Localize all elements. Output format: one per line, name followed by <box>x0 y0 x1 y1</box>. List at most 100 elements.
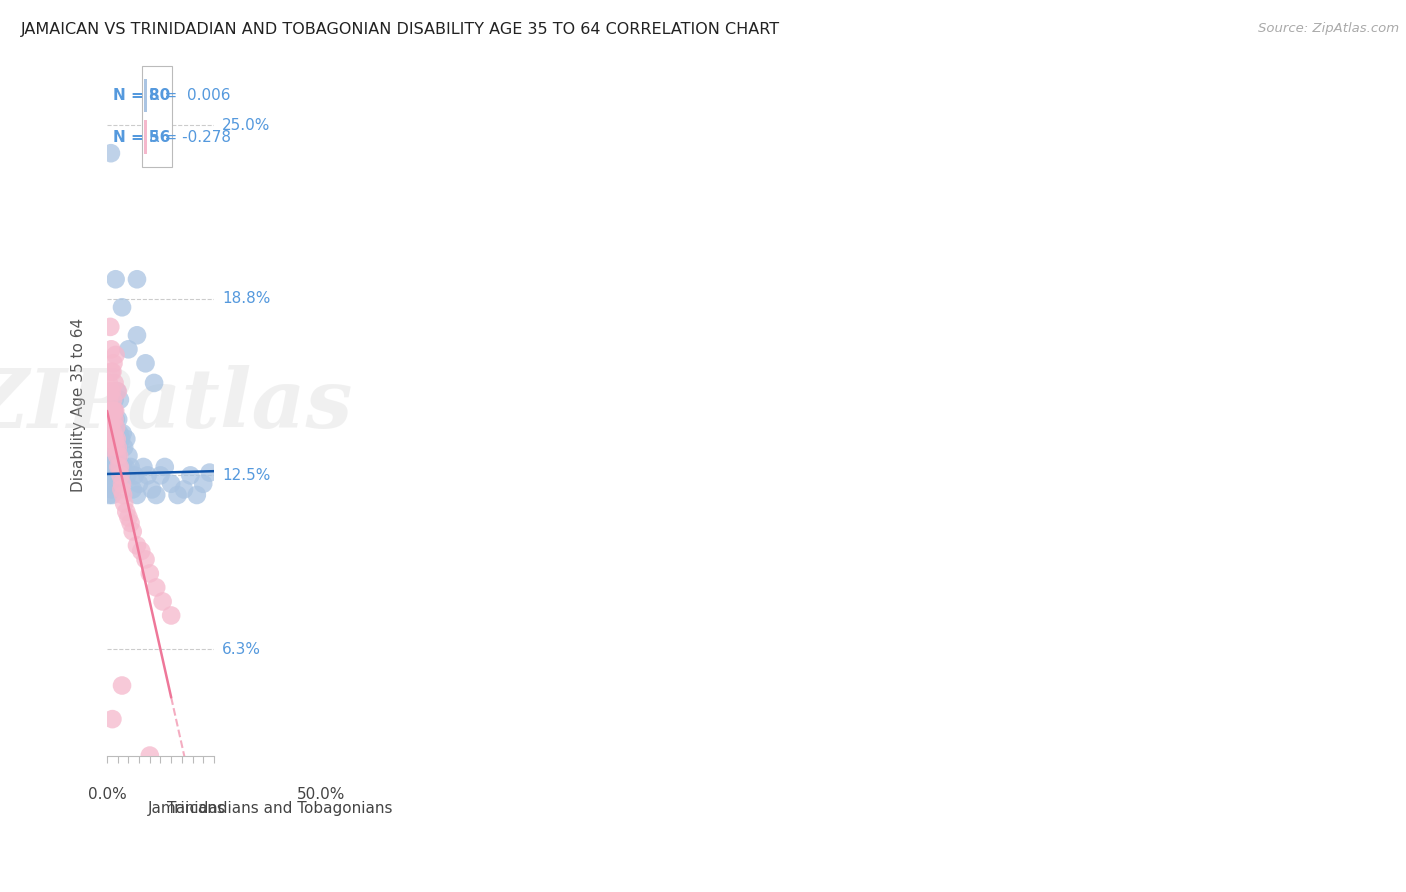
Point <box>103 376 125 390</box>
Point <box>104 460 127 475</box>
Text: R = -0.278: R = -0.278 <box>149 129 231 145</box>
Point <box>104 426 127 441</box>
Point <box>100 421 122 435</box>
Point <box>103 432 125 446</box>
Point <box>125 272 148 286</box>
Point <box>101 412 124 426</box>
Point <box>98 392 121 407</box>
Point <box>103 356 125 370</box>
Point <box>111 468 134 483</box>
Text: 50.0%: 50.0% <box>297 787 344 802</box>
Point <box>100 460 122 475</box>
Point <box>100 384 122 399</box>
Text: Trinidadians and Tobagonians: Trinidadians and Tobagonians <box>167 801 392 815</box>
Point <box>110 432 132 446</box>
Text: 6.3%: 6.3% <box>222 641 262 657</box>
Point <box>117 449 139 463</box>
Point <box>97 468 120 483</box>
Point <box>100 404 122 418</box>
Point <box>125 488 148 502</box>
Point <box>101 712 124 726</box>
Point <box>136 468 159 483</box>
Point <box>108 392 131 407</box>
Point <box>107 449 129 463</box>
Point <box>105 432 128 446</box>
FancyBboxPatch shape <box>142 66 172 167</box>
Point <box>160 608 183 623</box>
Point <box>98 432 121 446</box>
Point <box>104 432 127 446</box>
Point <box>98 412 121 426</box>
FancyBboxPatch shape <box>163 796 167 821</box>
Point <box>98 319 121 334</box>
Point <box>101 365 124 379</box>
Point <box>110 483 132 497</box>
Point <box>104 441 127 455</box>
Point <box>101 404 124 418</box>
Point <box>98 432 121 446</box>
Point <box>98 476 121 491</box>
Point <box>124 468 146 483</box>
Point <box>112 496 135 510</box>
Point <box>117 343 139 357</box>
Point <box>101 468 124 483</box>
Point <box>115 432 138 446</box>
Point <box>107 460 129 475</box>
Point <box>103 404 125 418</box>
Point <box>110 460 132 475</box>
Point <box>135 356 157 370</box>
Point <box>117 510 139 524</box>
Point <box>103 466 125 480</box>
Text: 12.5%: 12.5% <box>222 468 270 483</box>
Text: Source: ZipAtlas.com: Source: ZipAtlas.com <box>1258 22 1399 36</box>
Point <box>100 432 122 446</box>
Point <box>98 468 121 483</box>
Point <box>98 421 121 435</box>
Point <box>198 466 221 480</box>
Text: JAMAICAN VS TRINIDADIAN AND TOBAGONIAN DISABILITY AGE 35 TO 64 CORRELATION CHART: JAMAICAN VS TRINIDADIAN AND TOBAGONIAN D… <box>21 22 780 37</box>
Point <box>112 488 135 502</box>
Text: 18.8%: 18.8% <box>222 292 270 306</box>
Point <box>139 566 162 581</box>
Text: N = 80: N = 80 <box>112 88 170 103</box>
Point <box>114 460 136 475</box>
FancyBboxPatch shape <box>145 78 148 112</box>
Point <box>98 404 121 418</box>
Point <box>108 449 131 463</box>
Text: ZIPatlas: ZIPatlas <box>0 366 353 445</box>
Point <box>112 460 135 475</box>
Point <box>97 441 120 455</box>
Point <box>107 412 129 426</box>
Point <box>97 404 120 418</box>
Point <box>105 460 128 475</box>
Point <box>125 538 148 552</box>
FancyBboxPatch shape <box>145 120 148 154</box>
Point <box>111 476 134 491</box>
Point <box>104 404 127 418</box>
Point <box>100 343 122 357</box>
Point <box>125 328 148 343</box>
Point <box>152 594 174 608</box>
Point <box>103 432 125 446</box>
Point <box>98 449 121 463</box>
Point <box>193 476 215 491</box>
Point <box>100 468 122 483</box>
Point <box>145 488 167 502</box>
Point <box>132 460 155 475</box>
Text: Jamaicans: Jamaicans <box>148 801 226 815</box>
Point <box>128 476 150 491</box>
Y-axis label: Disability Age 35 to 64: Disability Age 35 to 64 <box>72 318 86 492</box>
Point <box>166 488 188 502</box>
Point <box>110 468 132 483</box>
FancyBboxPatch shape <box>145 796 148 821</box>
Point <box>100 421 122 435</box>
Point <box>100 365 122 379</box>
Point <box>108 460 131 475</box>
Point <box>98 488 121 502</box>
Point <box>107 384 129 399</box>
Point <box>100 146 122 161</box>
Point <box>103 476 125 491</box>
Point <box>101 488 124 502</box>
Point <box>105 421 128 435</box>
Point <box>111 426 134 441</box>
